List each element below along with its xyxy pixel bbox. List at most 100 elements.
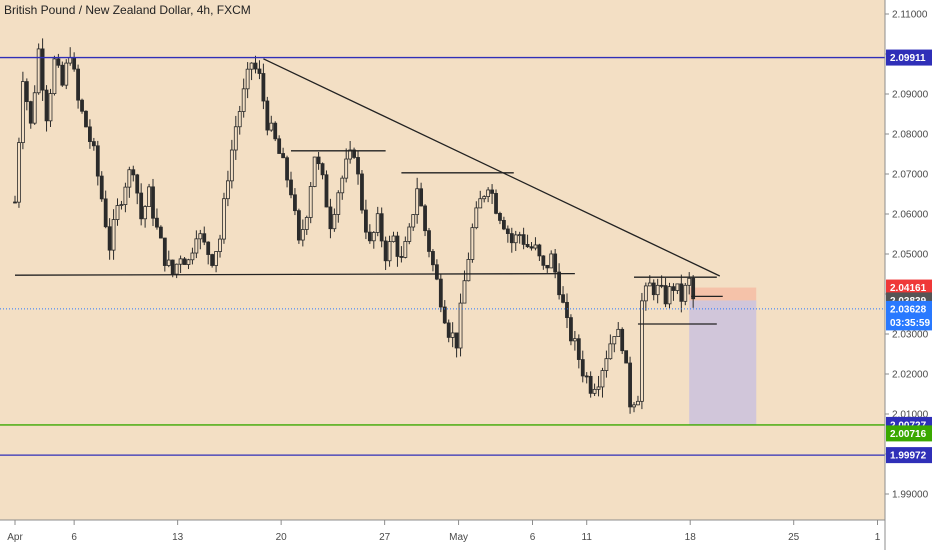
- candle: [450, 322, 455, 348]
- candle: [214, 251, 218, 273]
- time-axis-panel[interactable]: [0, 520, 885, 550]
- candle: [474, 201, 479, 230]
- price-axis-panel[interactable]: [885, 0, 932, 550]
- y-tick-label: 2.09000: [892, 90, 929, 101]
- candle: [616, 322, 621, 337]
- candle: [155, 208, 159, 230]
- candle: [533, 237, 538, 251]
- candle: [226, 170, 230, 207]
- candle: [186, 258, 191, 270]
- price-tag[interactable]: 2.04161: [886, 279, 932, 296]
- candle: [580, 350, 585, 383]
- stop-loss-zone[interactable]: [689, 287, 757, 301]
- candle: [312, 156, 317, 188]
- y-tick-label: 1.99000: [892, 490, 929, 501]
- candle: [387, 235, 392, 267]
- candle: [632, 402, 636, 413]
- candle: [80, 98, 84, 114]
- candle: [56, 53, 61, 68]
- candle: [269, 115, 274, 132]
- candle: [643, 282, 648, 311]
- candle: [103, 190, 108, 229]
- price-tag[interactable]: 2.03628: [886, 300, 932, 317]
- candle: [111, 209, 116, 260]
- y-tick-label: 2.03000: [892, 330, 929, 341]
- price-tag[interactable]: 03:35:59: [886, 314, 932, 331]
- trendline-descending-resistance[interactable]: [263, 58, 721, 277]
- candle: [115, 198, 120, 226]
- candle: [478, 190, 483, 209]
- candle: [557, 263, 562, 300]
- x-tick-label: 18: [685, 532, 697, 543]
- candle: [584, 372, 589, 384]
- candle: [324, 170, 329, 208]
- candle: [486, 187, 491, 203]
- candle: [671, 283, 676, 301]
- candle: [261, 63, 266, 110]
- candle: [127, 166, 132, 198]
- candle: [253, 55, 258, 74]
- candle: [36, 43, 41, 95]
- candle: [328, 198, 333, 239]
- price-tag[interactable]: 2.00716: [886, 425, 932, 442]
- candle: [490, 184, 494, 204]
- candle: [300, 219, 305, 247]
- candle: [48, 88, 53, 127]
- candle: [20, 71, 25, 150]
- candle: [505, 225, 510, 243]
- candle: [237, 105, 242, 135]
- svg-text:2.03628: 2.03628: [890, 304, 927, 315]
- candle: [549, 250, 554, 269]
- candle: [162, 237, 167, 272]
- candle: [44, 85, 49, 132]
- candle: [399, 246, 404, 263]
- y-tick-label: 2.01000: [892, 410, 929, 421]
- candle: [289, 171, 293, 199]
- candle: [95, 140, 100, 186]
- take-profit-zone[interactable]: [689, 300, 757, 425]
- y-tick-label: 2.07000: [892, 170, 929, 181]
- candle: [336, 190, 341, 223]
- candle: [32, 85, 37, 125]
- candle: [525, 234, 530, 248]
- candle: [427, 227, 431, 258]
- candle: [131, 165, 136, 182]
- candle: [64, 59, 69, 90]
- candle: [241, 78, 246, 118]
- candle: [344, 148, 349, 183]
- candle: [281, 147, 286, 159]
- candle: [470, 223, 475, 263]
- trendline-neckline[interactable]: [14, 272, 575, 276]
- candle: [265, 96, 270, 136]
- candle: [332, 208, 337, 232]
- candle: [502, 216, 506, 231]
- y-tick-label: 2.06000: [892, 210, 929, 221]
- position-zones: [689, 287, 757, 425]
- candle: [454, 332, 459, 358]
- candle: [352, 147, 356, 159]
- y-tick-label: 2.02000: [892, 370, 929, 381]
- x-tick-label: 6: [71, 532, 77, 543]
- candle: [423, 204, 427, 237]
- y-tick-label: 2.11000: [892, 10, 928, 21]
- candle: [395, 231, 400, 267]
- candle: [442, 300, 447, 325]
- candle: [304, 215, 309, 235]
- candle: [143, 205, 148, 228]
- candle: [151, 178, 155, 227]
- price-tag[interactable]: 2.09911: [886, 49, 932, 66]
- candle: [17, 137, 21, 208]
- x-tick-label: 27: [379, 532, 391, 543]
- candle: [541, 255, 546, 270]
- candle: [513, 230, 518, 252]
- candle: [135, 173, 140, 205]
- y-tick-label: 2.05000: [892, 250, 929, 261]
- x-tick-label: 11: [582, 532, 593, 543]
- price-tag[interactable]: 1.99972: [886, 447, 932, 464]
- candle: [76, 64, 80, 109]
- candle: [462, 270, 467, 304]
- x-tick-label: 6: [530, 532, 536, 543]
- candle: [348, 140, 353, 164]
